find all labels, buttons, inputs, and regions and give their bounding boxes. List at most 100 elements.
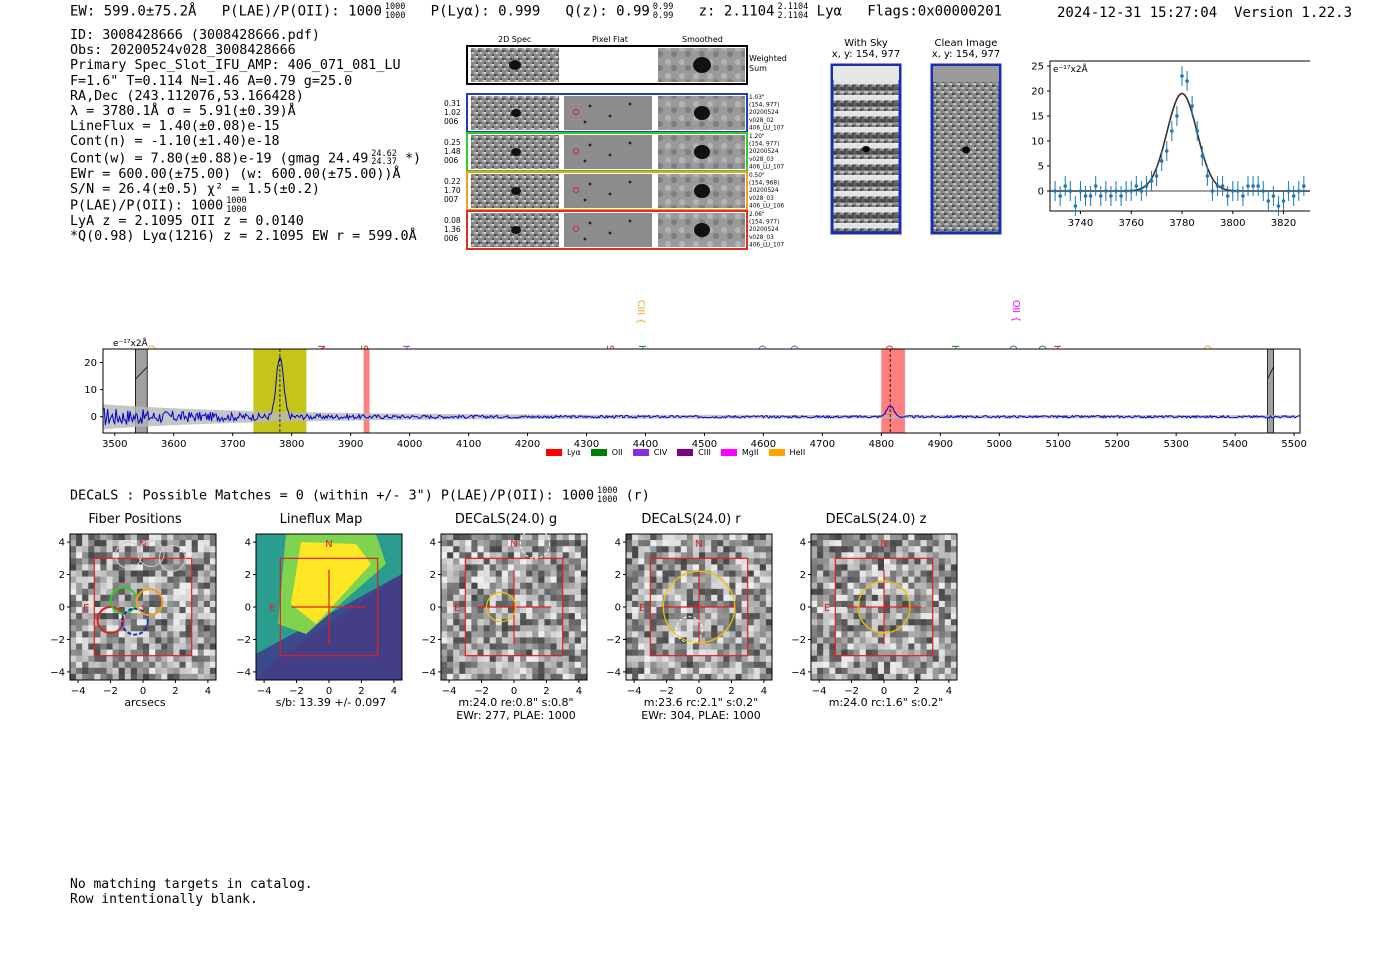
cutout-pixel [532,558,539,565]
cutout-pixel [650,667,657,675]
cutout-pixel [143,673,150,681]
cutout-pixel [459,600,466,608]
cutout-xtick-label: −4 [71,686,86,697]
full-units: e⁻¹⁷x2Å [113,337,149,349]
cutout-panel: DECaLS(24.0) z [791,512,961,527]
cutout-pixel [699,534,706,541]
cutout-pixel [908,649,915,656]
cutout-pixel [741,552,748,559]
cutout-pixel [741,613,748,620]
zoom-point [1159,159,1164,163]
cutout-pixel [896,540,903,547]
source-ellipse [485,591,517,623]
pixel-flat-defect [608,231,612,235]
cutout-pixel [829,625,836,632]
cutout-pixel [136,643,144,650]
cutout-pixel [459,570,466,577]
cutout-pixel [544,619,551,626]
cutout-pixel [877,625,885,632]
zoom-point [1220,184,1225,188]
cutout-pixel [656,661,663,669]
cutout-pixel [574,594,582,602]
cutout-pixel [902,582,909,590]
zoom-point [1104,189,1108,193]
cutout-pixel [483,540,490,547]
cutout-pixel [914,649,921,656]
cutout-ytick-label: −2 [236,635,251,646]
cutout-pixel [765,607,773,614]
cutout-pixel [877,667,885,675]
cutout-pixel [501,667,509,675]
cutout-pixel [765,619,773,626]
cutout-pixel [82,655,89,663]
cutout-pixel [753,655,761,663]
cutout-pixel [526,643,533,650]
cutout-pixel [692,564,700,571]
cutout-pixel [483,564,490,571]
cutout-pixel [823,582,830,590]
cutout-pixel [167,661,174,669]
cutout-pixel [877,582,885,590]
cutout-pixel [680,637,688,644]
cutout-pixel [550,588,557,596]
cutout-pixel [865,673,873,681]
cutout-pixel [692,600,700,608]
cutout-pixel [908,534,915,541]
cutout-pixel [197,534,205,541]
cutout-pixel [829,588,836,596]
cutout-pixel [656,582,663,590]
cutout-pixel [853,673,860,681]
zoom-xtick-label: 3800 [1220,218,1245,229]
cutout-pixel [580,564,588,571]
cutout-pixel [197,667,205,675]
cutout-pixel [817,594,824,602]
cutout-title: DECaLS(24.0) z [825,512,927,527]
cutout-pixel [865,564,873,571]
cutout-pixel [489,673,497,681]
cutout-pixel [859,594,867,602]
cutout-pixel [674,667,682,675]
cutout-pixel [638,625,645,632]
cutout-pixel [638,558,645,565]
cutout-pixel [471,613,478,620]
cutout-pixel [650,661,657,669]
cutout-pixel [950,564,958,571]
cutout-pixel [920,558,927,565]
cutout-pixel [124,552,132,559]
cutout-pixel [501,613,509,620]
cutout-pixel [538,673,545,681]
cutout-pixel [638,637,645,644]
decals-text: DECaLS : Possible Matches = 0 (within +/… [70,488,595,504]
cutout-pixel [902,673,909,681]
cutout-pixel [82,540,89,547]
cutout-pixel [155,631,162,638]
cutout-pixel [686,534,694,541]
cutout-pixel [544,613,551,620]
cutout-pixel [538,643,545,650]
cutout-pixel [932,570,940,577]
cutout-pixel [926,613,933,620]
cutout-pixel [884,534,891,541]
cutout-pixel [550,534,557,541]
cutout-pixel [896,570,903,577]
cutout-xtick-label: 2 [913,686,919,697]
spec2d-meta: 20200524 [749,110,779,116]
cutout-pixel [632,594,639,602]
cutout-pixel [853,552,860,559]
cutout-pixel [526,625,533,632]
cutout-pixel [161,625,168,632]
cutout-pixel [668,643,675,650]
cutout-pixel [209,649,217,656]
cutout-pixel [817,534,824,541]
zoom-point [1114,189,1118,193]
cutout-pixel [526,649,533,656]
cutout-pixel [106,552,113,559]
cutout-pixel [705,607,712,614]
cutout-pixel [759,534,767,541]
cutout-pixel [130,594,138,602]
cutout-pixel [136,582,144,590]
cutout-pixel [926,667,933,675]
spec2d-fiber: 006 [444,234,459,243]
header-z-hi: 2.1104 [777,2,809,12]
cutout-pixel [847,649,854,656]
